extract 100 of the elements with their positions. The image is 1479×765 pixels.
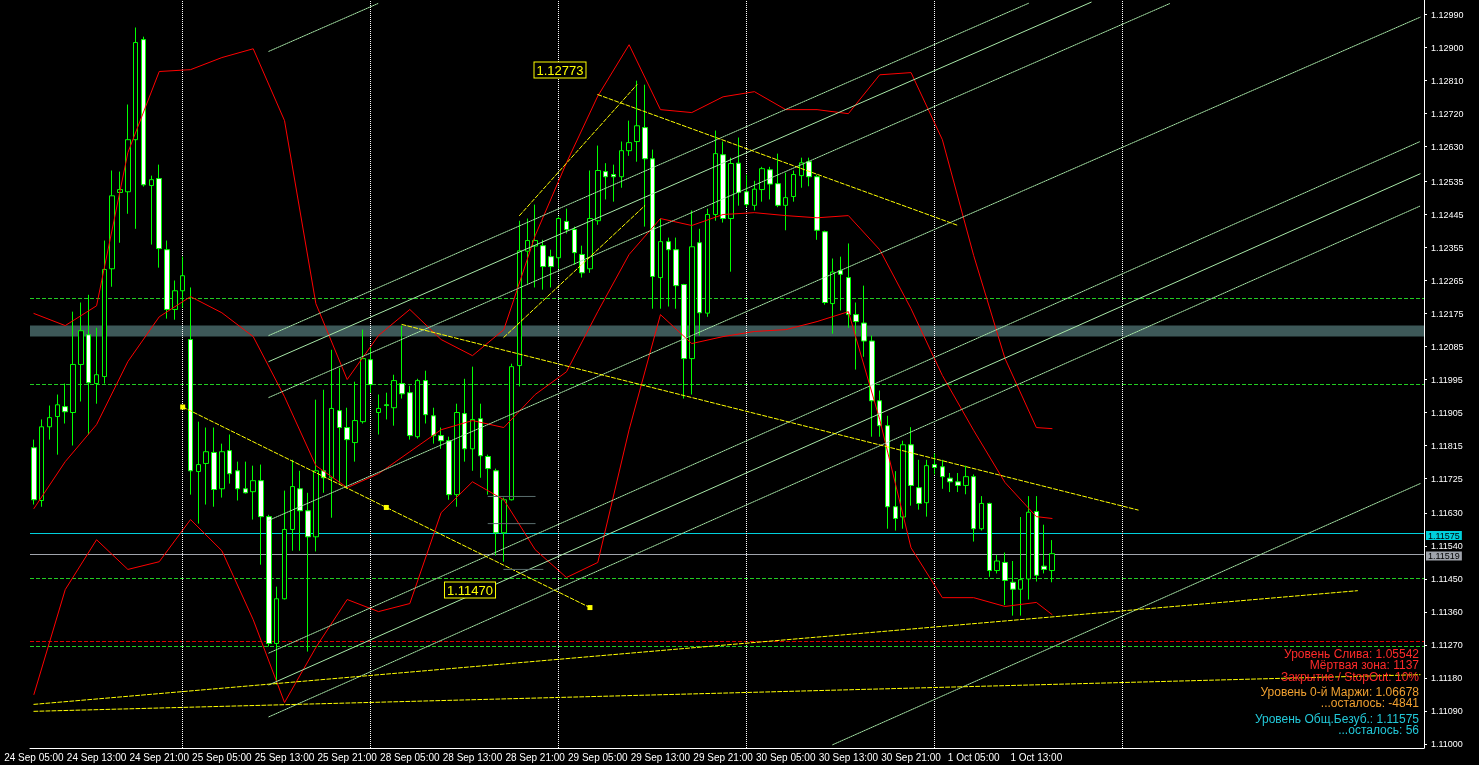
candlestick [619, 141, 624, 189]
candlestick [180, 256, 185, 309]
candlestick [947, 472, 953, 493]
candlestick [462, 378, 467, 463]
y-tick-label: 1.11090 [1431, 706, 1463, 717]
x-tick-label: 24 Sep 21:00 [129, 751, 190, 763]
candlestick [587, 170, 593, 274]
candlestick [117, 171, 123, 244]
y-tick-label: 1.12535 [1431, 176, 1464, 187]
candlestick [979, 495, 984, 532]
candlestick [141, 36, 146, 188]
x-tick-label: 1 Oct 13:00 [1010, 751, 1063, 763]
candlestick [1034, 495, 1039, 583]
candlestick [39, 418, 44, 508]
y-tick-label: 1.11450 [1431, 574, 1463, 585]
y-tick-label: 1.12355 [1431, 242, 1464, 253]
candlestick [55, 394, 60, 456]
annotation: Мёртвая зона: 1137 [1309, 658, 1420, 673]
candlestick [219, 443, 225, 499]
x-tick-label: 25 Sep 05:00 [192, 751, 253, 763]
x-tick-label: 30 Sep 05:00 [755, 751, 816, 763]
candlestick [485, 454, 491, 496]
y-tick-label: 1.11180 [1431, 673, 1463, 684]
candlestick [86, 294, 91, 435]
x-tick-label: 25 Sep 21:00 [317, 751, 378, 763]
candlestick [203, 427, 209, 506]
candlestick [540, 239, 546, 291]
candlestick [595, 145, 601, 226]
x-tick-label: 29 Sep 05:00 [568, 751, 628, 763]
candlestick [963, 465, 969, 495]
point [180, 404, 186, 410]
y-tick-label: 1.11630 [1431, 508, 1463, 519]
candlestick [775, 153, 781, 208]
candlestick [572, 226, 577, 266]
candlestick [1018, 516, 1023, 617]
candlestick [720, 141, 726, 224]
candlestick [172, 280, 178, 321]
candlestick [407, 385, 413, 441]
candlestick [728, 157, 734, 273]
candlestick [556, 216, 561, 270]
candlestick [337, 367, 342, 485]
candlestick [149, 175, 154, 246]
candlestick [478, 403, 483, 479]
candlestick [282, 490, 287, 600]
candlestick [1041, 524, 1047, 574]
candlestick [767, 166, 773, 200]
candlestick [994, 554, 1000, 574]
candlestick [517, 220, 522, 387]
annotation: Уровень Слива: 1.05542 [1284, 647, 1420, 661]
candlestick [196, 421, 201, 525]
candlestick [305, 492, 311, 653]
candlestick [1026, 495, 1031, 600]
x-tick-label: 30 Sep 21:00 [881, 751, 942, 763]
y-tick-label: 1.11270 [1431, 640, 1463, 651]
candlestick [900, 440, 906, 530]
candlestick [697, 228, 702, 336]
y-tick-label: 1.12720 [1431, 108, 1464, 119]
x-tick-label: 29 Sep 21:00 [693, 751, 754, 763]
candlestick [438, 427, 444, 450]
candlestick [846, 242, 851, 329]
candlestick [634, 80, 640, 163]
x-tick-label: 29 Sep 13:00 [630, 751, 691, 763]
candlestick [423, 370, 428, 424]
candlestick [470, 366, 475, 472]
y-tick-label: 1.11995 [1431, 374, 1463, 385]
candlestick [399, 325, 405, 400]
line-series [33, 311, 1053, 704]
candlestick [783, 172, 788, 231]
candlestick [532, 204, 538, 288]
candlestick [94, 327, 99, 405]
candlestick [814, 174, 820, 241]
candlestick [861, 285, 867, 358]
candlestick [133, 27, 138, 230]
y-tick-label: 1.11905 [1431, 407, 1463, 418]
candlestick [791, 170, 796, 203]
candlestick [689, 209, 695, 396]
candlestick [955, 472, 961, 493]
candlestick [626, 120, 632, 157]
candlestick [509, 363, 514, 501]
candlestick [650, 149, 655, 310]
candlestick [806, 157, 812, 187]
candlestick [658, 218, 663, 310]
candlestick [869, 335, 875, 438]
candlestick [987, 502, 992, 578]
candlestick [235, 461, 240, 501]
candlestick [822, 230, 828, 306]
candlestick [250, 465, 256, 521]
candlestick [156, 164, 162, 269]
candlestick [258, 464, 264, 566]
candlestick [266, 514, 272, 647]
candlestick [431, 407, 436, 445]
candlestick [313, 399, 319, 552]
x-tick-label: 24 Sep 05:00 [4, 751, 65, 763]
candlestick [297, 470, 303, 552]
point [587, 605, 593, 611]
candlestick [62, 383, 68, 424]
candlestick [525, 218, 530, 285]
candlestick [924, 459, 929, 518]
x-tick-label: 30 Sep 13:00 [818, 751, 879, 763]
x-tick-label: 25 Sep 13:00 [254, 751, 315, 763]
